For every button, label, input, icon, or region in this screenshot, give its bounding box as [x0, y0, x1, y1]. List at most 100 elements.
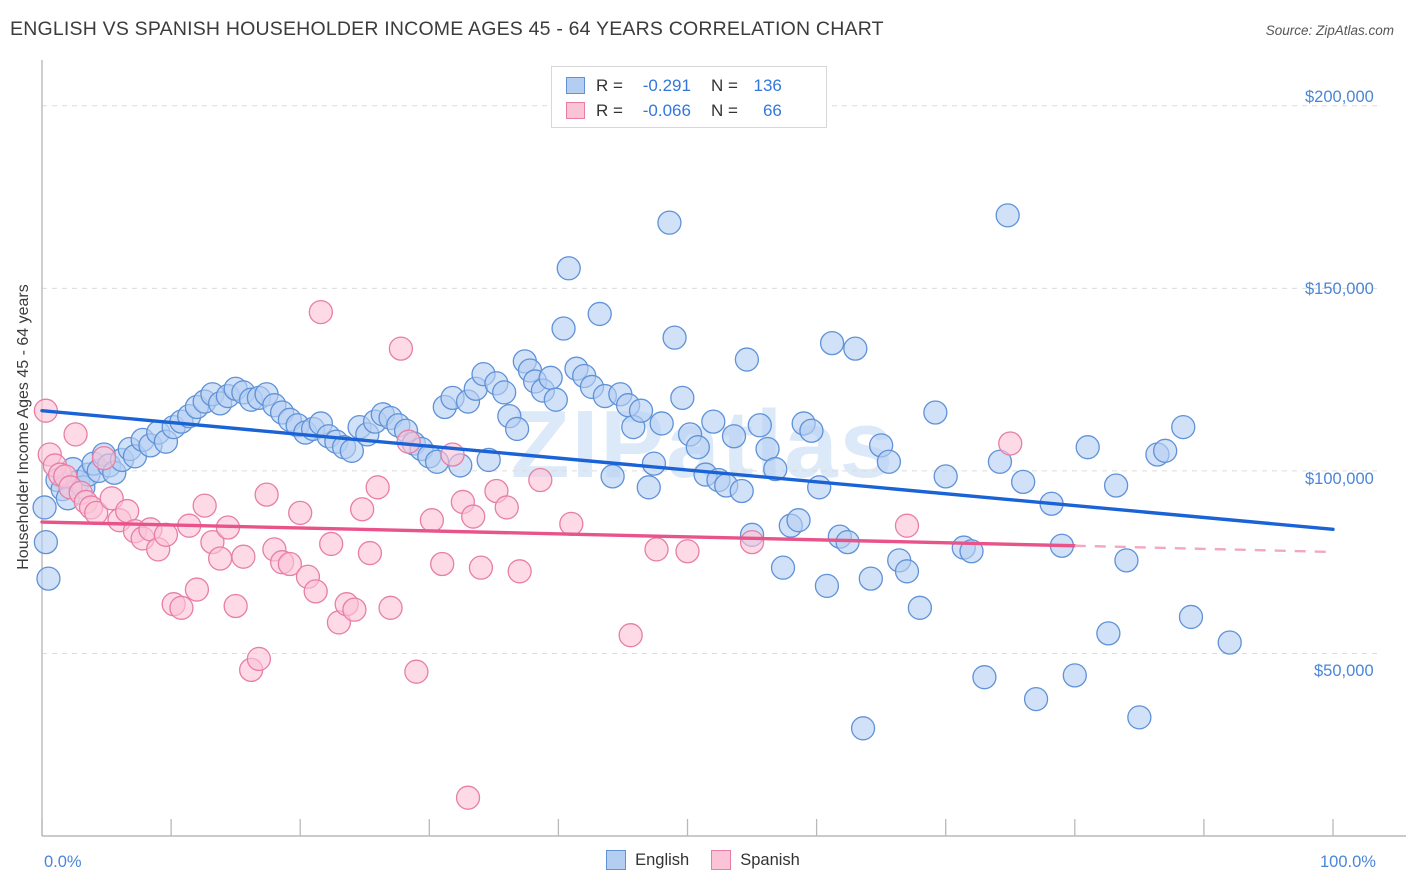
- data-point: [600, 464, 625, 489]
- data-point: [551, 316, 576, 341]
- data-point: [308, 299, 334, 325]
- spanish-r-label: R =: [596, 100, 623, 120]
- data-point: [1062, 663, 1087, 688]
- data-point: [504, 416, 530, 442]
- spanish-swatch-icon: [566, 102, 585, 119]
- english-r-label: R =: [596, 75, 623, 95]
- english-n-label: N =: [710, 75, 738, 95]
- data-point: [63, 422, 88, 447]
- series-points-english: [32, 203, 1242, 741]
- data-point: [430, 551, 455, 577]
- data-point: [636, 475, 661, 500]
- data-point: [649, 411, 674, 436]
- data-point: [641, 451, 667, 476]
- data-point: [1075, 435, 1100, 460]
- data-point: [388, 336, 414, 361]
- data-point: [1103, 473, 1129, 498]
- data-point: [1217, 630, 1242, 655]
- data-point: [1114, 548, 1139, 573]
- data-point: [814, 573, 840, 599]
- data-point: [494, 495, 519, 520]
- data-point: [231, 544, 256, 569]
- x-tick-min: 0.0%: [44, 853, 82, 871]
- data-point: [701, 409, 726, 434]
- data-point: [419, 508, 445, 533]
- data-point: [734, 347, 760, 372]
- data-point: [933, 464, 958, 489]
- correlation-row-english: R = -0.291 N = 136: [566, 73, 816, 98]
- trendline-english: [40, 408, 1335, 532]
- spanish-n-label: N =: [710, 100, 738, 120]
- data-point: [675, 539, 700, 564]
- data-point: [923, 400, 948, 425]
- data-point: [319, 531, 344, 557]
- source-label: Source: ZipAtlas.com: [1265, 23, 1394, 38]
- data-point: [628, 398, 654, 423]
- data-point: [729, 478, 754, 504]
- data-point: [404, 659, 429, 684]
- data-point: [33, 529, 59, 555]
- data-point: [492, 380, 517, 405]
- data-point: [91, 445, 117, 471]
- data-point: [657, 210, 682, 235]
- data-point: [507, 559, 532, 584]
- data-point: [36, 566, 61, 591]
- data-point: [998, 431, 1023, 456]
- data-point: [670, 385, 695, 411]
- data-point: [1023, 686, 1049, 712]
- data-point: [959, 539, 984, 564]
- series-legend: English Spanish: [0, 850, 1406, 870]
- y-tick-200000: $200,000: [1305, 88, 1374, 106]
- correlation-legend: R = -0.291 N = 136 R = -0.066 N = 66: [551, 66, 827, 128]
- english-swatch-icon: [566, 77, 585, 94]
- data-point: [685, 435, 710, 460]
- trendline-spanish: [40, 520, 1077, 548]
- data-point: [1178, 604, 1204, 630]
- data-point: [559, 511, 584, 536]
- data-point: [468, 555, 494, 580]
- data-point: [192, 493, 217, 518]
- data-point: [396, 429, 421, 454]
- data-point: [858, 566, 883, 591]
- data-point: [721, 424, 747, 449]
- x-tick-max: 100.0%: [1320, 853, 1376, 871]
- data-point: [303, 579, 328, 604]
- data-point: [378, 595, 403, 620]
- data-point: [662, 325, 687, 350]
- data-point: [799, 418, 824, 443]
- data-point: [995, 203, 1020, 228]
- trendline-dashed-spanish: [1074, 544, 1334, 554]
- spanish-r-value: -0.066: [642, 100, 691, 120]
- y-tick-50000: $50,000: [1314, 662, 1374, 680]
- english-legend-swatch-icon: [606, 850, 627, 870]
- english-r-value: -0.291: [642, 75, 691, 95]
- data-point: [786, 508, 811, 533]
- data-point: [357, 540, 383, 566]
- data-point: [747, 413, 772, 438]
- data-point: [556, 256, 581, 281]
- data-point: [543, 387, 568, 412]
- data-point: [618, 623, 643, 648]
- data-point: [254, 482, 279, 507]
- data-point: [342, 597, 367, 622]
- data-point: [1011, 469, 1036, 495]
- data-point: [894, 513, 920, 538]
- data-point: [288, 500, 313, 526]
- y-tick-100000: $100,000: [1305, 470, 1374, 488]
- data-point: [843, 336, 868, 361]
- spanish-n-value: 66: [762, 100, 782, 120]
- legend-item-spanish[interactable]: Spanish: [711, 850, 800, 870]
- data-point: [894, 559, 920, 584]
- data-point: [32, 495, 57, 520]
- data-point: [208, 546, 233, 571]
- data-point: [850, 716, 876, 741]
- legend-item-english[interactable]: English: [606, 850, 689, 870]
- data-point: [1127, 705, 1152, 730]
- data-point: [644, 537, 669, 562]
- spanish-legend-swatch-icon: [711, 850, 732, 870]
- spanish-legend-label: Spanish: [740, 850, 800, 869]
- data-point: [819, 330, 845, 356]
- data-point: [365, 475, 390, 500]
